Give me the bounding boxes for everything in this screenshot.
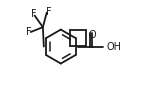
- Text: OH: OH: [106, 42, 121, 52]
- Text: O: O: [88, 30, 96, 40]
- Text: F: F: [26, 27, 31, 37]
- Text: F: F: [46, 7, 52, 17]
- Text: F: F: [31, 9, 37, 19]
